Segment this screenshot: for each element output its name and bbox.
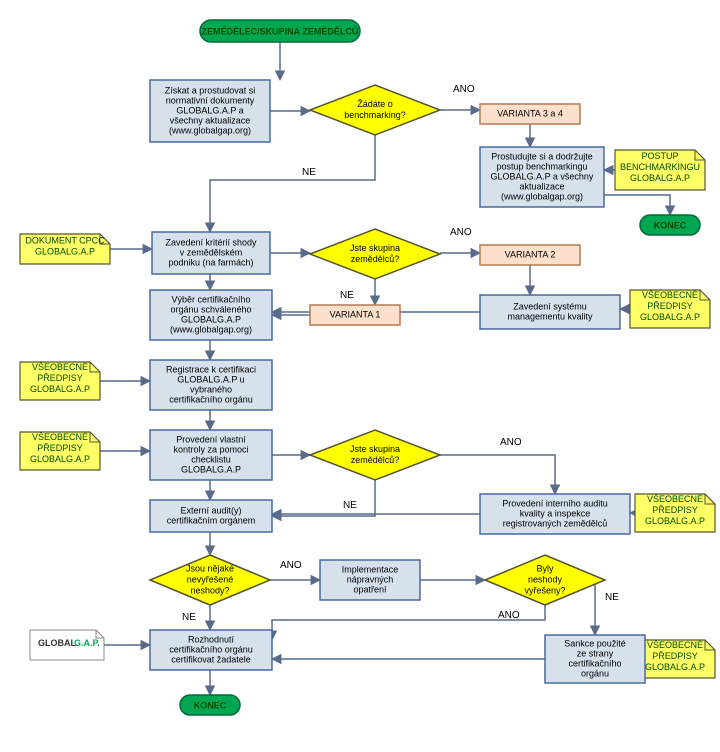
terminator-label: KONEC <box>194 700 227 710</box>
label-text: kontroly za pomoci <box>173 444 248 454</box>
terminator-label: KONEC <box>654 220 687 230</box>
edge-label: ANO <box>498 610 520 621</box>
label-text: VARIANTA 3 a 4 <box>497 108 563 118</box>
label-text: v zemědělském <box>180 247 243 257</box>
label-text: certifikačního <box>568 658 621 668</box>
label-text: orgánu <box>581 668 609 678</box>
label-text: GLOBALG.A.P <box>30 454 90 464</box>
label-text: VŠEOBECNÉ <box>647 640 703 650</box>
label-text: PŘEDPISY <box>652 505 698 515</box>
edge <box>604 195 670 215</box>
flowchart-canvas: ANO NE ANO NE ANO NE ANO ANO NE NE POSTUPBENCHMARK… <box>0 0 720 752</box>
label-text: certifikačního orgánu <box>169 644 253 654</box>
label-text: certifikovat žadatele <box>171 654 251 664</box>
label-text: certifikačním orgánem <box>167 515 256 525</box>
label-text: (www.globalgap.org) <box>169 125 251 135</box>
label-text: managementu kvality <box>507 311 593 321</box>
label-text: normativní dokumenty <box>166 95 255 105</box>
label-text: GLOBALG.A.P a <box>176 105 243 115</box>
label-text: PŘEDPISY <box>37 443 83 453</box>
label-text: VARIANTA 2 <box>505 249 556 259</box>
label-text: zemědělců? <box>351 254 400 264</box>
label-text: Implementace <box>342 564 399 574</box>
label-text: vybraného <box>190 384 232 394</box>
edge-label: ANO <box>500 437 522 448</box>
label-text: VŠEOBECNÉ <box>32 432 88 442</box>
label-text: Zavedení kritérií shody <box>165 237 257 247</box>
label-text: GLOBALG.A.P <box>645 516 705 526</box>
edge <box>595 580 605 635</box>
logo-text: GLOBAL <box>38 638 76 648</box>
label-text: Provedení interního auditu <box>502 498 608 508</box>
label-text: Provedení vlastní <box>176 434 246 444</box>
label-text: kvality a inspekce <box>520 508 591 518</box>
label-text: GLOBALG.A.P u <box>177 374 244 384</box>
label-text: GLOBALG.A.P <box>30 384 90 394</box>
label-text: VŠEOBECNÉ <box>642 290 698 300</box>
label-text: neshody <box>528 574 563 584</box>
edge-label: NE <box>182 612 196 623</box>
edge-label: ANO <box>280 560 302 571</box>
label-text: Jsou nějaké <box>186 563 234 573</box>
label-text: zemědělců? <box>351 455 400 465</box>
edge-label: ANO <box>450 227 472 238</box>
edge <box>210 135 375 232</box>
label-text: Jste skupina <box>350 243 400 253</box>
label-text: opatření <box>353 584 387 594</box>
label-text: POSTUP <box>641 151 678 161</box>
label-text: GLOBALG.A.P <box>35 247 95 257</box>
label-text: Sankce použité <box>564 638 626 648</box>
edge-label: NE <box>340 290 354 301</box>
edge <box>272 480 375 516</box>
edge-label: NE <box>605 592 619 603</box>
label-text: Zavedení systému <box>513 301 587 311</box>
label-text: PŘEDPISY <box>652 651 698 661</box>
label-text: registrovaných zemědělců <box>503 518 608 528</box>
label-text: VŠEOBECNÉ <box>32 362 88 372</box>
label-text: Výběr certifikačního <box>171 294 250 304</box>
label-text: benchmarking? <box>344 110 406 120</box>
logo-text2: G.A.P. <box>74 638 100 648</box>
label-text: Žádáte o <box>357 99 393 109</box>
label-text: podniku (na farmách) <box>168 257 253 267</box>
label-text: VŠEOBECNÉ <box>647 494 703 504</box>
label-text: BENCHMARKINGU <box>620 162 700 172</box>
label-text: VARIANTA 1 <box>330 309 381 319</box>
label-text: GLOBALG.A.P <box>181 314 241 324</box>
terminator-label: ZEMĚDĚLEC/SKUPINA ZEMĚDĚLCŮ <box>202 25 359 36</box>
label-text: orgánu schváleného <box>170 304 251 314</box>
label-text: Rozhodnutí <box>188 634 235 644</box>
label-text: Získat a prostudovat si <box>165 85 256 95</box>
label-text: certifikačního orgánu <box>169 394 253 404</box>
label-text: aktualizace <box>519 181 564 191</box>
label-text: všechny aktualizace <box>170 115 251 125</box>
label-text: neshody? <box>190 585 229 595</box>
label-text: DOKUMENT CPCC <box>25 236 105 246</box>
label-text: postup benchmarkingu <box>496 161 587 171</box>
edge-label: ANO <box>453 84 475 95</box>
label-text: (www.globalgap.org) <box>501 191 583 201</box>
label-text: GLOBALG.A.P a všechny <box>491 171 594 181</box>
label-text: Registrace k certifikaci <box>166 364 256 374</box>
label-text: GLOBALG.A.P <box>630 173 690 183</box>
label-text: Prostudujte si a dodržujte <box>491 151 593 161</box>
label-text: PŘEDPISY <box>37 373 83 383</box>
label-text: ze strany <box>577 648 614 658</box>
label-text: checklistu <box>191 454 231 464</box>
edge-label: NE <box>343 500 357 511</box>
label-text: vyřešeny? <box>524 585 565 595</box>
label-text: (www.globalgap.org) <box>170 324 252 334</box>
label-text: GLOBALG.A.P <box>181 464 241 474</box>
label-text: GLOBALG.A.P <box>645 662 705 672</box>
label-text: Jste skupina <box>350 444 400 454</box>
label-text: Byly <box>536 563 554 573</box>
label-text: GLOBALG.A.P <box>640 312 700 322</box>
edge <box>440 455 555 494</box>
edge-label: NE <box>302 167 316 178</box>
label-text: PŘEDPISY <box>647 301 693 311</box>
label-text: nevyřešené <box>187 574 234 584</box>
label-text: nápravných <box>347 574 394 584</box>
label-text: Externí audit(y) <box>180 505 241 515</box>
